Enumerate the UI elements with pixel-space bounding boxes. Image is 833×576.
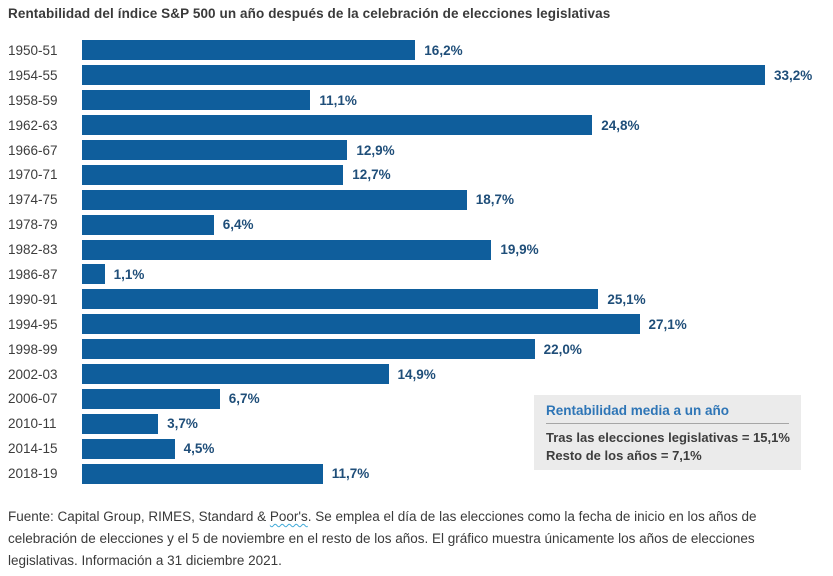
category-label: 1958-59: [8, 92, 58, 108]
bar-row: 1986-87 1,1%: [8, 262, 828, 287]
category-label: 2002-03: [8, 366, 58, 382]
bar: [82, 339, 535, 360]
bar-row: 1950-51 16,2%: [8, 38, 828, 63]
average-other-years: Resto de los años = 7,1%: [546, 448, 702, 463]
bar-row: 1958-59 11,1%: [8, 88, 828, 113]
bar-chart: 1950-51 16,2% 1954-55 33,2% 1958-59 11,1% 1962…: [8, 38, 828, 486]
bar-row: 1970-71 12,7%: [8, 162, 828, 187]
bar: [82, 239, 492, 260]
category-label: 1970-71: [8, 167, 58, 183]
category-label: 2018-19: [8, 466, 58, 482]
category-label: 2014-15: [8, 441, 58, 457]
bar-row: 2006-07 6,7%: [8, 386, 828, 411]
footnote-line-1: Fuente: Capital Group, RIMES, Standard &…: [8, 506, 813, 528]
category-label: 1962-63: [8, 117, 58, 133]
value-label: 16,2%: [424, 42, 463, 58]
value-label: 6,4%: [222, 217, 254, 233]
category-label: 1986-87: [8, 266, 58, 282]
bar: [82, 264, 105, 285]
footnote-line1-prefix: Fuente: Capital Group, RIMES, Standard &: [8, 509, 270, 524]
bar: [82, 90, 311, 111]
bar-row: 2002-03 14,9%: [8, 362, 828, 387]
value-label: 12,7%: [352, 167, 391, 183]
bar-row: 1998-99 22,0%: [8, 337, 828, 362]
category-label: 1966-67: [8, 142, 58, 158]
chart-title: Rentabilidad del índice S&P 500 un año d…: [8, 6, 611, 21]
category-label: 1990-91: [8, 291, 58, 307]
category-label: 1978-79: [8, 217, 58, 233]
value-label: 27,1%: [648, 316, 687, 332]
value-label: 25,1%: [607, 291, 646, 307]
value-label: 33,2%: [774, 67, 813, 83]
value-label: 11,7%: [331, 466, 370, 482]
category-label: 1950-51: [8, 42, 58, 58]
bar: [82, 364, 389, 385]
bar: [82, 388, 220, 409]
bar: [82, 40, 416, 61]
bar: [82, 115, 593, 136]
bar-row: 2014-15 4,5%: [8, 436, 828, 461]
category-label: 1998-99: [8, 341, 58, 357]
footnote-spellchecked-word: Poor's: [269, 509, 308, 524]
bar-row: 1978-79 6,4%: [8, 212, 828, 237]
bar: [82, 189, 467, 210]
footnote-line-3: legislativas. Información a 31 diciembre…: [8, 553, 282, 568]
category-label: 1954-55: [8, 67, 58, 83]
bar: [82, 413, 159, 434]
footnote-line-2: celebración de elecciones y el 5 de novi…: [8, 531, 755, 546]
category-label: 1982-83: [8, 242, 58, 258]
bar: [82, 164, 344, 185]
category-label: 1974-75: [8, 192, 58, 208]
average-return-box-title: Rentabilidad media a un año: [546, 403, 730, 418]
footnote-line1-suffix: . Se emplea el día de las elecciones com…: [307, 509, 757, 524]
bar-row: 1982-83 19,9%: [8, 237, 828, 262]
value-label: 3,7%: [167, 416, 198, 432]
bar: [82, 65, 765, 86]
category-label: 2006-07: [8, 391, 58, 407]
bar: [82, 140, 348, 160]
source-footnote: Fuente: Capital Group, RIMES, Standard &…: [8, 506, 813, 572]
value-label: 24,8%: [601, 117, 640, 133]
value-label: 1,1%: [113, 266, 145, 282]
bar-row: 2018-19 11,7%: [8, 461, 828, 486]
bar-row: 1962-63 24,8%: [8, 113, 828, 138]
bar-row: 1990-91 25,1%: [8, 287, 828, 312]
average-after-elections: Tras las elecciones legislativas = 15,1%: [546, 430, 790, 445]
bar-row: 1954-55 33,2%: [8, 63, 828, 88]
bar-row: 1974-75 18,7%: [8, 187, 828, 212]
bar: [82, 289, 599, 310]
bar: [82, 214, 214, 235]
category-label: 1994-95: [8, 316, 58, 332]
category-label: 2010-11: [8, 416, 57, 432]
bar-row: 1994-95 27,1%: [8, 312, 828, 337]
value-label: 12,9%: [356, 142, 395, 158]
bar: [82, 314, 640, 335]
bar: [82, 438, 175, 459]
value-label: 18,7%: [475, 192, 514, 208]
value-label: 4,5%: [183, 441, 215, 457]
legend-divider: [546, 423, 789, 424]
bar-row: 2010-11 3,7%: [8, 411, 828, 436]
bar: [82, 463, 323, 484]
bar-row: 1966-67 12,9%: [8, 138, 828, 163]
average-return-box: Rentabilidad media a un año Tras las ele…: [534, 395, 801, 470]
value-label: 14,9%: [397, 366, 436, 382]
value-label: 6,7%: [228, 391, 260, 407]
value-label: 22,0%: [543, 341, 582, 357]
value-label: 19,9%: [500, 242, 539, 258]
value-label: 11,1%: [319, 92, 357, 108]
